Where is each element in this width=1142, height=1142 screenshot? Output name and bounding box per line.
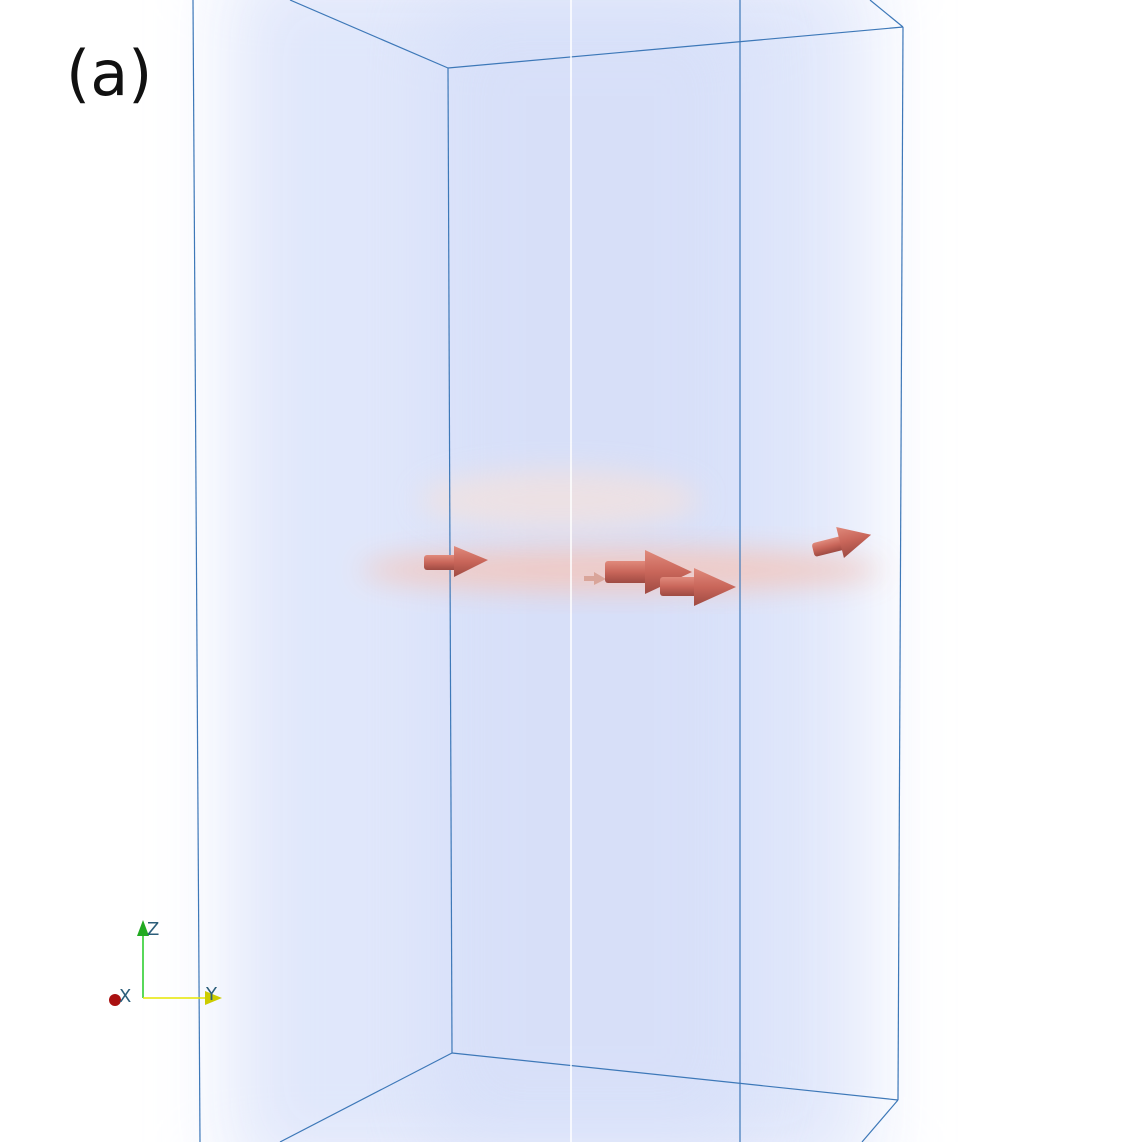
- axis-triad: Z X Y: [109, 919, 222, 1007]
- axis-label-y: Y: [205, 984, 218, 1005]
- arrow: [584, 572, 606, 585]
- arrow: [812, 526, 872, 559]
- panel-label: (a): [66, 37, 152, 110]
- arrow: [424, 546, 488, 577]
- arrow: [605, 550, 692, 594]
- volume-fog: [230, 0, 880, 1142]
- axis-label-x: X: [119, 986, 131, 1007]
- arrow: [660, 568, 736, 606]
- axis-label-z: Z: [147, 919, 159, 940]
- vector-arrows: [424, 526, 872, 606]
